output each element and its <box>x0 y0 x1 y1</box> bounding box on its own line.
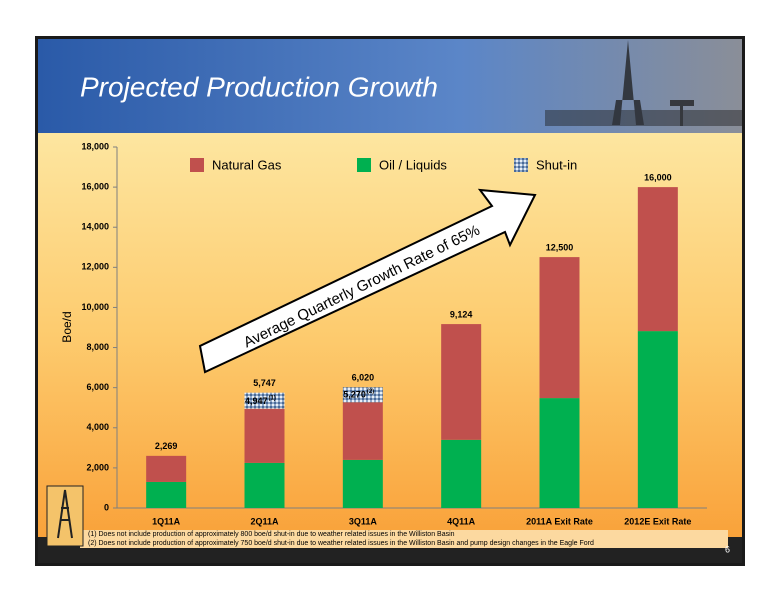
x-tick-label: 4Q11A <box>447 516 476 526</box>
chart-area <box>38 133 742 537</box>
page-number: 6 <box>725 544 730 554</box>
bar-segment <box>342 459 383 508</box>
x-tick-label: 2011A Exit Rate <box>526 516 593 526</box>
legend-swatch <box>357 158 371 172</box>
total-label: 16,000 <box>644 172 672 182</box>
bar-segment <box>244 408 285 463</box>
bar-segment <box>342 387 383 403</box>
inner-label-note: (2) <box>367 389 374 395</box>
total-label: 2,269 <box>155 441 178 451</box>
bar-segment <box>539 257 580 399</box>
legend-label: Natural Gas <box>212 157 282 172</box>
y-tick-label: 16,000 <box>81 181 109 191</box>
x-tick-label: 3Q11A <box>349 516 378 526</box>
total-label: 6,020 <box>352 373 375 383</box>
bar-segment <box>244 392 285 409</box>
bar-segment <box>637 331 678 508</box>
y-tick-label: 10,000 <box>81 302 109 312</box>
y-tick-label: 4,000 <box>86 422 109 432</box>
bar-segment <box>342 402 383 460</box>
footnote: (2) Does not include production of appro… <box>88 540 594 547</box>
chart-title: Projected Production Growth <box>80 71 438 102</box>
legend-label: Shut-in <box>536 157 577 172</box>
y-axis-title: Boe/d <box>60 311 74 342</box>
legend-swatch <box>514 158 528 172</box>
footnote: (1) Does not include production of appro… <box>88 531 455 538</box>
bar-segment <box>244 462 285 508</box>
y-tick-label: 2,000 <box>86 462 109 472</box>
total-label: 9,124 <box>450 309 473 319</box>
bar-segment <box>539 398 580 508</box>
growth-arrow <box>198 188 537 374</box>
inner-label: 5,270 <box>343 390 366 400</box>
inner-label-note: (1) <box>269 395 276 401</box>
inner-label: 4,947 <box>245 396 268 406</box>
total-label: 5,747 <box>253 378 276 388</box>
x-tick-label: 1Q11A <box>152 516 181 526</box>
x-tick-label: 2012E Exit Rate <box>624 516 691 526</box>
bar-segment <box>146 481 187 508</box>
y-tick-label: 8,000 <box>86 342 109 352</box>
bar-segment <box>146 455 187 482</box>
logo <box>46 485 84 547</box>
header-art <box>545 40 745 126</box>
bar-segment <box>637 187 678 332</box>
legend-swatch <box>190 158 204 172</box>
y-tick-label: 6,000 <box>86 382 109 392</box>
y-tick-label: 12,000 <box>81 262 109 272</box>
total-label: 12,500 <box>546 242 574 252</box>
y-tick-label: 14,000 <box>81 222 109 232</box>
y-tick-label: 18,000 <box>81 141 109 151</box>
footnote-area <box>80 530 728 548</box>
y-tick-label: 0 <box>104 502 109 512</box>
bar-segment <box>441 439 482 508</box>
x-tick-label: 2Q11A <box>250 516 279 526</box>
legend-label: Oil / Liquids <box>379 157 447 172</box>
bar-segment <box>441 324 482 440</box>
